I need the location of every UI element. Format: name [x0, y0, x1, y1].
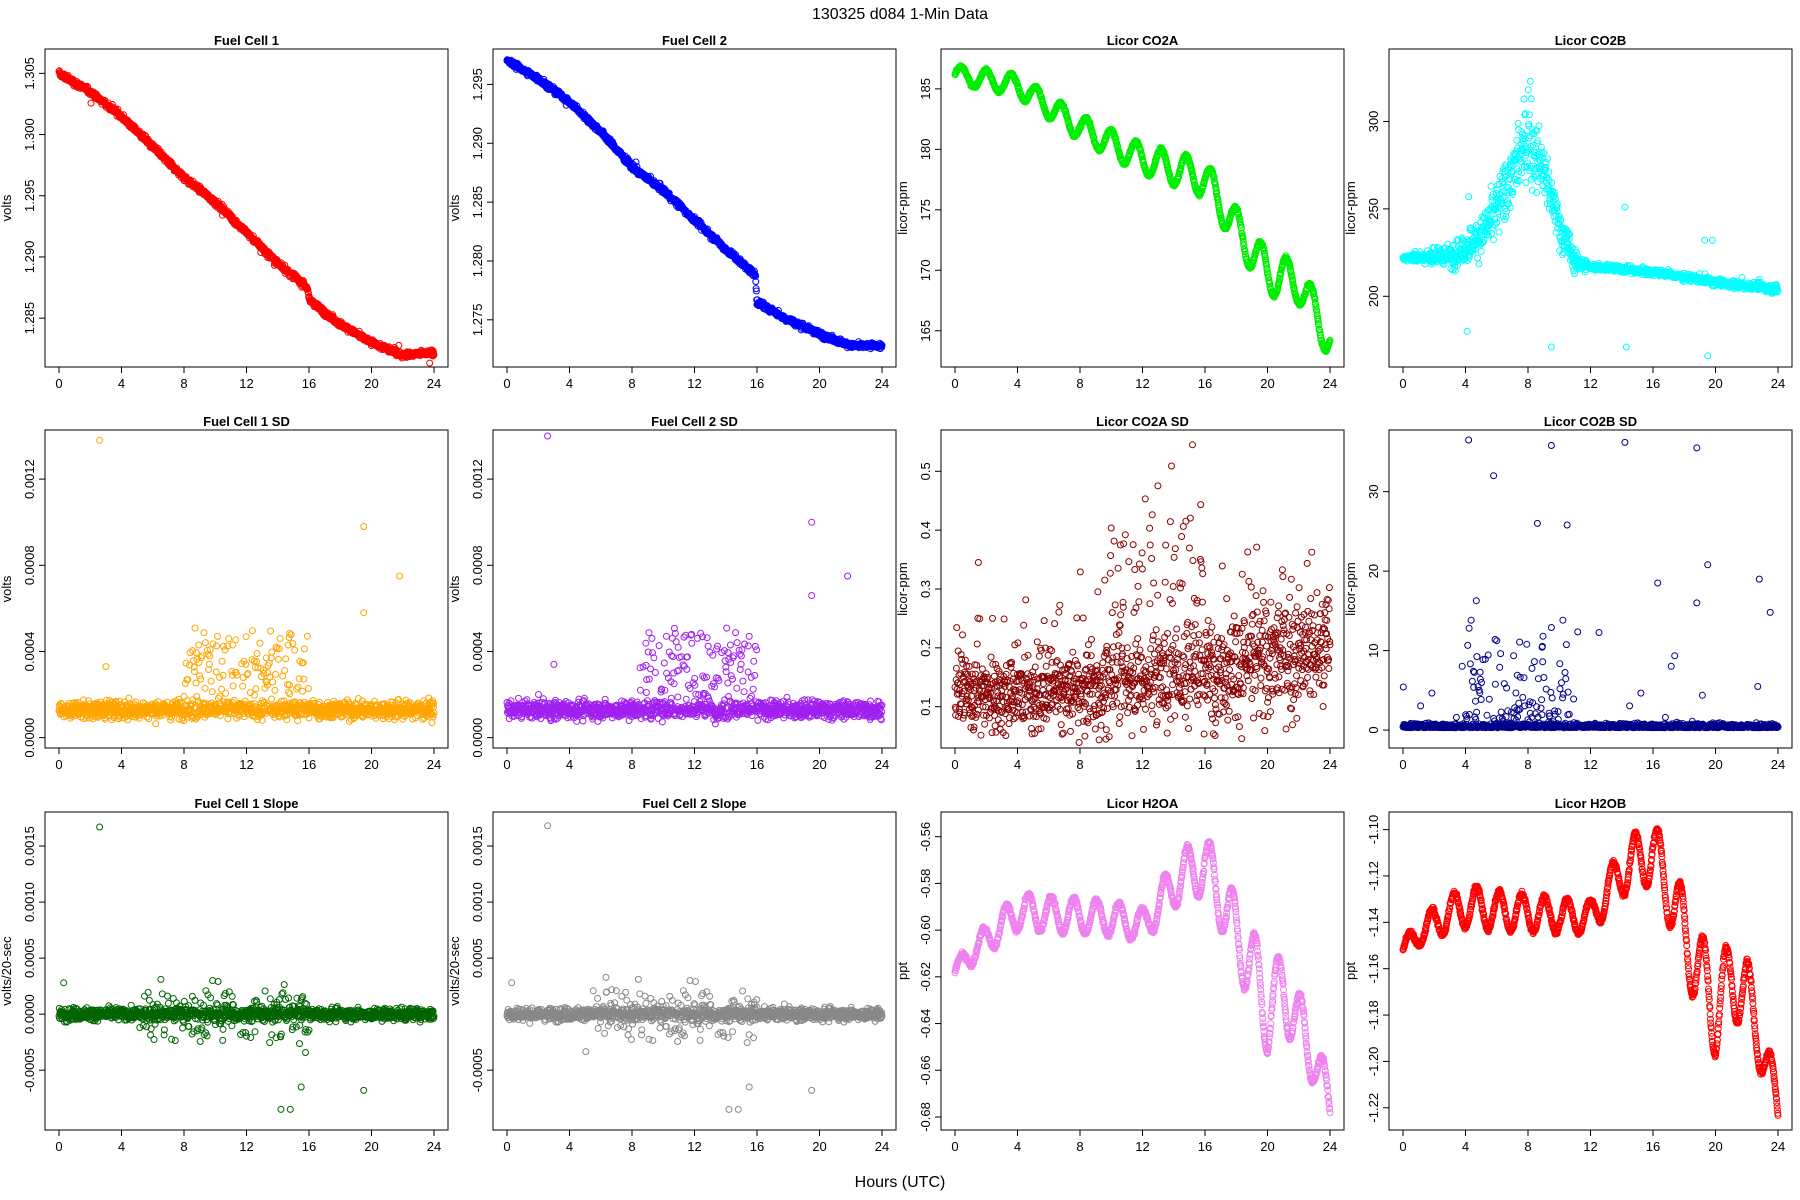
x-tick-label: 12 — [239, 376, 253, 391]
data-points — [1399, 77, 1782, 360]
x-tick-label: 12 — [687, 376, 701, 391]
x-tick-label: 0 — [951, 376, 958, 391]
x-tick-label: 0 — [503, 376, 510, 391]
figure-xlabel: Hours (UTC) — [855, 1174, 946, 1191]
chart-panel-fc2: Fuel Cell 2 volts 0 4 8 12 16 20 24 1.275 1.280 1.2… — [447, 33, 897, 391]
data-point — [1477, 247, 1485, 255]
data-point — [1514, 120, 1522, 127]
y-tick-label: 1.290 — [22, 241, 37, 274]
data-point — [426, 359, 434, 367]
data-point — [1527, 95, 1535, 103]
y-tick-label: 1.275 — [470, 304, 485, 337]
data-point — [1474, 254, 1481, 262]
plot-frame — [940, 48, 1345, 368]
y-axis-label: licor-ppm — [895, 181, 910, 234]
y-axis-label: volts — [447, 194, 462, 221]
panel-title: Licor CO2A — [1107, 33, 1179, 48]
x-tick-label: 24 — [427, 376, 441, 391]
x-tick-label: 20 — [1260, 376, 1274, 391]
data-point — [1545, 168, 1553, 176]
panel-grid: Fuel Cell 1 volts 0 4 8 12 16 20 24 1.285 1.290 1.2… — [0, 33, 1793, 1154]
y-tick-label: 185 — [918, 78, 933, 100]
y-axis-label: licor-ppm — [1343, 181, 1358, 234]
y-tick-label: 1.295 — [470, 68, 485, 101]
data-point — [1495, 228, 1503, 236]
figure-title: 130325 d084 1-Min Data — [812, 6, 988, 23]
y-tick-label: 1.280 — [470, 245, 485, 278]
data-point — [87, 99, 95, 107]
panel-title: Fuel Cell 1 — [214, 33, 279, 48]
x-tick-label: 24 — [875, 376, 889, 391]
x-tick-label: 8 — [628, 376, 635, 391]
y-tick-label: 1.295 — [22, 179, 37, 212]
panel-title: Licor CO2B — [1555, 33, 1627, 48]
panel-title: Fuel Cell 2 — [662, 33, 727, 48]
x-tick-label: 16 — [1198, 376, 1212, 391]
x-tick-label: 4 — [566, 376, 573, 391]
y-tick-label: 1.285 — [22, 302, 37, 335]
data-point — [304, 285, 312, 293]
y-tick-label: 165 — [918, 320, 933, 342]
y-tick-label: 175 — [918, 199, 933, 221]
data-point — [1524, 86, 1532, 94]
x-tick-label: 8 — [180, 376, 187, 391]
y-tick-label: 1.290 — [470, 127, 485, 160]
x-tick-label: 24 — [1323, 376, 1337, 391]
data-point — [1526, 77, 1534, 85]
x-tick-label: 16 — [302, 376, 316, 391]
chart-panel-fc1: Fuel Cell 1 volts 0 4 8 12 16 20 24 1.285 1.290 1.2… — [0, 33, 449, 391]
y-tick-label: 170 — [918, 259, 933, 281]
y-tick-label: 1.300 — [22, 118, 37, 151]
data-point — [304, 289, 312, 297]
data-points — [55, 67, 438, 367]
data-point — [1522, 179, 1530, 186]
x-tick-label: 16 — [750, 376, 764, 391]
x-tick-label: 4 — [1014, 376, 1021, 391]
data-points — [951, 62, 1334, 355]
x-tick-label: 8 — [1076, 376, 1083, 391]
y-tick-label: 1.285 — [470, 186, 485, 219]
data-points — [503, 56, 886, 353]
data-point — [1513, 136, 1521, 144]
y-axis-label: volts — [0, 194, 14, 221]
x-tick-label: 4 — [118, 376, 125, 391]
chart-panel-co2a: Licor CO2A licor-ppm 0 4 8 12 16 20 24 165 170 175 1… — [895, 33, 1345, 391]
data-point — [1535, 122, 1543, 130]
plot-frame — [44, 48, 449, 368]
x-tick-label: 0 — [55, 376, 62, 391]
y-tick-label: 1.305 — [22, 57, 37, 90]
y-tick-label: 180 — [918, 138, 933, 160]
x-tick-label: 20 — [364, 376, 378, 391]
x-tick-label: 12 — [1135, 376, 1149, 391]
data-point — [1489, 236, 1497, 244]
data-point — [1520, 95, 1528, 103]
data-point — [1475, 260, 1483, 268]
x-tick-label: 20 — [812, 376, 826, 391]
data-point — [1487, 182, 1495, 190]
